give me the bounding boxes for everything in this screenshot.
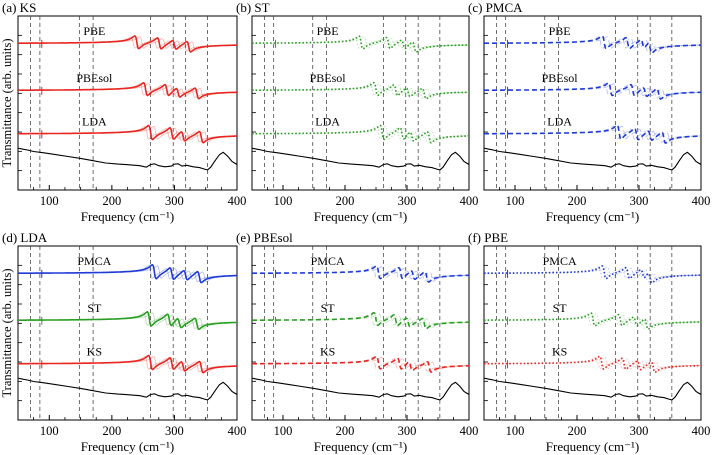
plot-frame	[483, 245, 702, 421]
x-tick-label: 300	[165, 424, 184, 438]
trace-label: ST	[321, 301, 336, 315]
x-axis-label: Frequency (cm⁻¹)	[81, 439, 174, 454]
series-line-variant	[484, 83, 701, 99]
trace-label: PBE	[549, 24, 571, 38]
x-axis-label: Frequency (cm⁻¹)	[546, 439, 639, 454]
experiment-line	[17, 377, 238, 401]
series-line	[252, 124, 470, 144]
x-tick-label: 400	[460, 424, 479, 438]
trace-label: PBEsol	[542, 71, 579, 85]
trace-label: KS	[320, 344, 335, 358]
trace-label: LDA	[315, 114, 340, 128]
series-line	[18, 354, 238, 374]
x-tick-label: 100	[506, 424, 525, 438]
x-tick-label: 200	[102, 194, 121, 208]
trace-label: KS	[87, 344, 102, 358]
trace-label: PMCA	[543, 254, 577, 268]
series-line-variant	[484, 356, 701, 373]
series-line	[484, 35, 701, 54]
y-axis-label: Transmittance (arb. units)	[0, 38, 14, 167]
panel-label: (d) LDA	[2, 230, 48, 245]
panel-b: 100 200 300 400 (b) ST Frequency (cm⁻¹) PBE PBE…	[236, 0, 478, 224]
x-tick-label: 200	[336, 424, 355, 438]
trace-label: PMCA	[77, 254, 111, 268]
experiment-line	[251, 147, 470, 171]
plot-frame	[251, 15, 470, 191]
experiment-line	[483, 377, 702, 401]
panel-label: (b) ST	[236, 0, 270, 15]
series-line	[484, 124, 702, 145]
experiment-line	[251, 377, 470, 401]
series-line	[484, 265, 701, 284]
trace-label: KS	[552, 344, 567, 358]
x-tick-label: 400	[228, 424, 247, 438]
x-axis-label: Frequency (cm⁻¹)	[81, 209, 174, 224]
series-line	[252, 35, 469, 54]
panel-label: (c) PMCA	[468, 0, 523, 15]
x-tick-label: 100	[40, 424, 59, 438]
plot-frame	[17, 15, 238, 191]
x-tick-label: 200	[336, 194, 355, 208]
trace-label: PBE	[83, 24, 105, 38]
plot-frame	[483, 15, 702, 191]
series-line	[484, 312, 701, 331]
series-line-variant	[18, 36, 238, 52]
x-tick-label: 200	[102, 424, 121, 438]
series-line	[252, 311, 469, 330]
x-tick-label: 200	[568, 194, 587, 208]
x-tick-label: 100	[506, 194, 525, 208]
x-tick-label: 400	[692, 424, 711, 438]
panel-c: 100 200 300 400 (c) PMCA Frequency (cm⁻¹) PBE P…	[468, 0, 710, 224]
x-axis-label: Frequency (cm⁻¹)	[314, 209, 407, 224]
x-tick-label: 200	[568, 424, 587, 438]
trace-label: PMCA	[311, 254, 345, 268]
x-tick-label: 300	[630, 194, 649, 208]
series-line	[252, 81, 469, 100]
series-line	[18, 263, 237, 284]
x-axis-label: Frequency (cm⁻¹)	[546, 209, 639, 224]
series-line-variant	[484, 266, 701, 283]
trace-label: ST	[553, 301, 568, 315]
series-line	[252, 355, 469, 373]
trace-label: ST	[87, 301, 102, 315]
panel-label: (a) KS	[2, 0, 36, 15]
experiment-line	[483, 147, 702, 171]
panel-f: 100 200 300 400 (f) PBE Frequency (cm⁻¹) PMCA S…	[468, 230, 710, 454]
x-tick-label: 300	[398, 194, 417, 208]
x-tick-label: 400	[460, 194, 479, 208]
experiment-line	[17, 147, 238, 171]
series-line	[18, 124, 238, 144]
trace-label: LDA	[547, 114, 572, 128]
panel-d: 100 200 300 400 (d) LDA Frequency (cm⁻¹) Trans…	[0, 230, 246, 454]
series-line	[18, 311, 238, 331]
series-line-variant	[252, 266, 469, 282]
x-tick-label: 100	[274, 424, 293, 438]
series-line-variant	[484, 36, 701, 53]
panel-label: (f) PBE	[468, 230, 508, 245]
series-line	[18, 35, 238, 53]
x-axis-label: Frequency (cm⁻¹)	[314, 439, 407, 454]
panel-e: 100 200 300 400 (e) PBEsol Frequency (cm⁻¹) PM…	[236, 230, 478, 454]
series-line-variant	[484, 36, 701, 53]
x-tick-label: 300	[630, 424, 649, 438]
series-line	[252, 265, 469, 283]
series-line	[484, 355, 701, 374]
panel-a: 100 200 300 400 (a) KS Frequency (cm⁻¹) Transm…	[0, 0, 246, 224]
x-tick-label: 300	[165, 194, 184, 208]
x-tick-label: 400	[692, 194, 711, 208]
trace-label: LDA	[82, 114, 107, 128]
panel-label: (e) PBEsol	[236, 230, 293, 245]
series-line	[484, 82, 701, 100]
trace-label: PBE	[317, 24, 339, 38]
series-line-variant	[484, 266, 701, 283]
trace-label: PBEsol	[76, 71, 113, 85]
x-tick-label: 100	[40, 194, 59, 208]
y-axis-label: Transmittance (arb. units)	[0, 268, 14, 397]
x-tick-label: 100	[274, 194, 293, 208]
trace-label: PBEsol	[310, 71, 347, 85]
x-tick-label: 300	[398, 424, 417, 438]
series-line	[18, 81, 237, 100]
x-tick-label: 400	[228, 194, 247, 208]
